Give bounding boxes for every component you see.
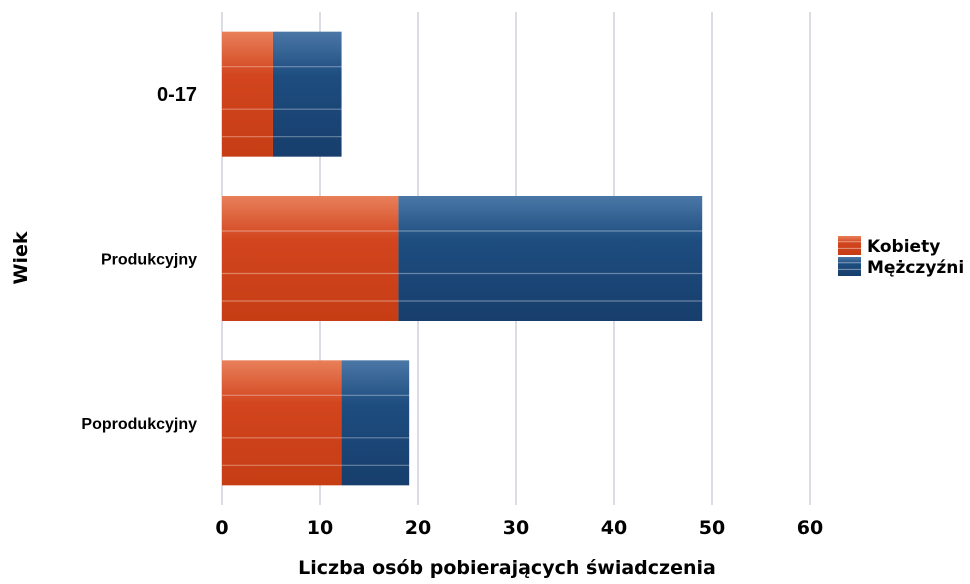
y-tick-label: 0-17 (157, 84, 197, 106)
bar-kobiety-2 (222, 360, 342, 486)
x-tick-label: 60 (797, 517, 823, 539)
legend-label: Kobiety (867, 237, 940, 257)
bar-kobiety-0 (222, 31, 273, 157)
x-tick-label: 50 (699, 517, 725, 539)
y-axis-title: Wiek (10, 231, 32, 284)
bar-mężczyźni-0 (272, 31, 342, 157)
x-tick-label: 30 (503, 517, 529, 539)
legend-label: Mężczyźni (867, 258, 964, 278)
x-tick-label: 20 (405, 517, 431, 539)
x-tick-labels: 0 10 20 30 40 50 60 (215, 517, 823, 539)
bars (222, 31, 703, 486)
bar-mężczyźni-1 (398, 196, 703, 321)
legend-swatch-kobiety (838, 236, 861, 255)
x-tick-label: 10 (307, 517, 333, 539)
y-tick-label: Produkcyjny (101, 252, 197, 269)
x-tick-label: 40 (601, 517, 627, 539)
y-tick-labels: 0-17 Produkcyjny Poprodukcyjny (81, 84, 197, 433)
x-tick-label: 0 (215, 517, 228, 539)
legend-swatch-mężczyźni (838, 257, 861, 276)
x-axis-title: Liczba osób pobierających świadczenia (298, 557, 716, 579)
y-tick-label: Poprodukcyjny (81, 416, 197, 433)
bar-kobiety-1 (222, 196, 399, 321)
bar-mężczyźni-2 (341, 360, 410, 486)
